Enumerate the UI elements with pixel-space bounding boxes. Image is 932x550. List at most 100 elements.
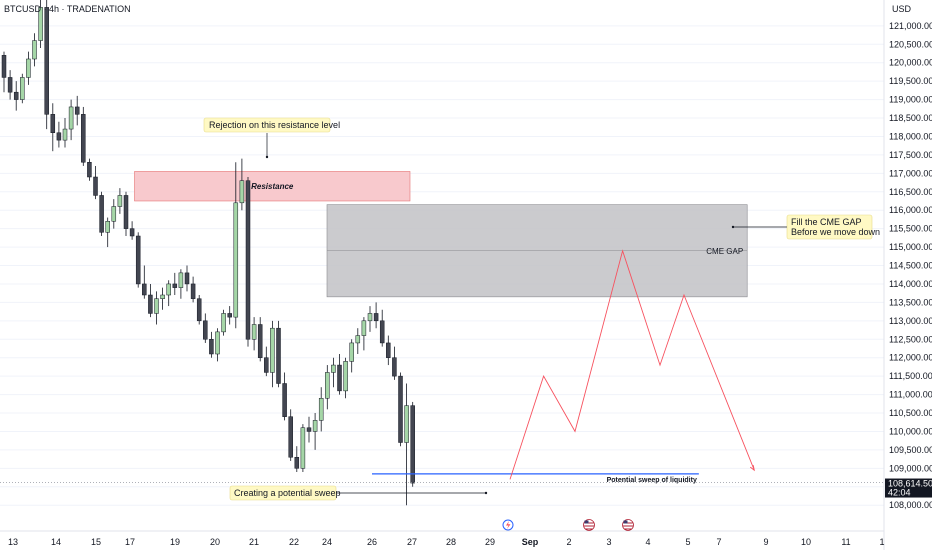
us-flag-event-icon[interactable]: [622, 519, 634, 531]
candle[interactable]: [257, 317, 263, 362]
candle[interactable]: [264, 346, 269, 377]
candle[interactable]: [105, 217, 110, 248]
candle[interactable]: [282, 372, 287, 421]
note-sweep: Creating a potential sweep: [234, 488, 341, 498]
x-tick-label: 17: [125, 537, 135, 547]
cme-gap-label: CME GAP: [706, 247, 743, 256]
chart-title: BTCUSD · 4h · TRADENATION: [4, 4, 131, 14]
candle[interactable]: [215, 328, 220, 362]
candle[interactable]: [245, 177, 251, 347]
us-flag-event-icon[interactable]: [583, 519, 595, 531]
candle[interactable]: [325, 365, 330, 410]
candle[interactable]: [111, 199, 117, 229]
y-tick-label: 119,500.00: [889, 76, 932, 86]
candle[interactable]: [68, 99, 74, 141]
x-tick-label: 5: [685, 537, 690, 547]
y-tick-label: 113,000.00: [889, 316, 932, 326]
candle[interactable]: [20, 73, 25, 104]
x-tick-label: 15: [91, 537, 101, 547]
y-tick-label: 109,000.00: [889, 463, 932, 473]
x-tick-label: 26: [367, 537, 377, 547]
candle[interactable]: [184, 265, 190, 292]
candle[interactable]: [203, 313, 208, 343]
candle[interactable]: [196, 295, 202, 325]
y-tick-label: 110,000.00: [889, 426, 932, 436]
candle[interactable]: [349, 339, 354, 373]
x-tick-label: 28: [446, 537, 456, 547]
candle[interactable]: [221, 309, 226, 336]
note-rejection-box[interactable]: [203, 117, 331, 133]
projection-path[interactable]: [509, 249, 755, 480]
price-axis[interactable]: [884, 0, 932, 550]
candle[interactable]: [32, 33, 37, 67]
candle[interactable]: [386, 335, 391, 366]
candle[interactable]: [227, 306, 232, 325]
candle[interactable]: [7, 70, 13, 100]
candle[interactable]: [117, 188, 123, 214]
candle[interactable]: [26, 51, 31, 85]
candle[interactable]: [93, 165, 98, 200]
y-tick-label: 118,500.00: [889, 113, 932, 123]
candle[interactable]: [239, 158, 245, 211]
lightning-event-icon[interactable]: [502, 519, 514, 531]
x-tick-label: 14: [51, 537, 61, 547]
candle[interactable]: [129, 221, 135, 240]
candle[interactable]: [44, 0, 49, 130]
candle[interactable]: [379, 309, 385, 347]
candle[interactable]: [318, 387, 324, 432]
note-rejection: Rejection on this resistance level: [209, 120, 340, 130]
y-tick-label: 112,000.00: [889, 353, 932, 363]
candle[interactable]: [361, 317, 367, 351]
candle[interactable]: [1, 51, 7, 93]
candle[interactable]: [276, 320, 281, 388]
candle[interactable]: [135, 232, 141, 288]
y-tick-label: 111,500.00: [889, 371, 932, 381]
candle[interactable]: [190, 276, 196, 303]
candle[interactable]: [160, 287, 165, 310]
candle[interactable]: [331, 357, 336, 388]
candle[interactable]: [38, 0, 43, 48]
candle[interactable]: [367, 306, 373, 332]
resistance-zone[interactable]: [134, 171, 411, 202]
candle[interactable]: [300, 424, 306, 472]
candle[interactable]: [81, 106, 86, 166]
note-cme-line2: Before we move down: [791, 227, 880, 237]
x-tick-label: 24: [322, 537, 332, 547]
candle[interactable]: [288, 409, 293, 461]
candle[interactable]: [312, 413, 318, 450]
candle[interactable]: [62, 118, 68, 148]
candle[interactable]: [337, 354, 342, 395]
x-tick-label: 20: [210, 537, 220, 547]
candle[interactable]: [270, 320, 275, 388]
candle[interactable]: [56, 121, 62, 148]
candle[interactable]: [13, 81, 19, 111]
y-tick-label: 120,500.00: [889, 39, 932, 49]
candle[interactable]: [306, 416, 312, 443]
candle[interactable]: [166, 280, 171, 307]
y-tick-label: 108,000.00: [889, 500, 932, 510]
candle[interactable]: [148, 283, 153, 318]
candle[interactable]: [251, 317, 257, 351]
candle[interactable]: [294, 446, 300, 472]
candle[interactable]: [74, 95, 80, 126]
candle[interactable]: [404, 383, 409, 506]
candle[interactable]: [123, 191, 129, 236]
candle[interactable]: [87, 158, 92, 181]
candle[interactable]: [172, 272, 178, 295]
candle[interactable]: [373, 302, 379, 329]
candle[interactable]: [178, 269, 184, 299]
candle[interactable]: [233, 162, 239, 329]
candle[interactable]: [154, 291, 159, 325]
candle[interactable]: [398, 372, 403, 447]
y-tick-label: 109,500.00: [889, 445, 932, 455]
candle[interactable]: [343, 357, 348, 399]
candle[interactable]: [209, 331, 214, 358]
candle[interactable]: [355, 328, 361, 354]
candle[interactable]: [142, 265, 147, 299]
candle[interactable]: [99, 191, 104, 236]
current-price-value: 108,614.50: [888, 479, 932, 489]
candle[interactable]: [392, 346, 397, 380]
candle[interactable]: [50, 103, 56, 152]
candle[interactable]: [410, 401, 415, 487]
